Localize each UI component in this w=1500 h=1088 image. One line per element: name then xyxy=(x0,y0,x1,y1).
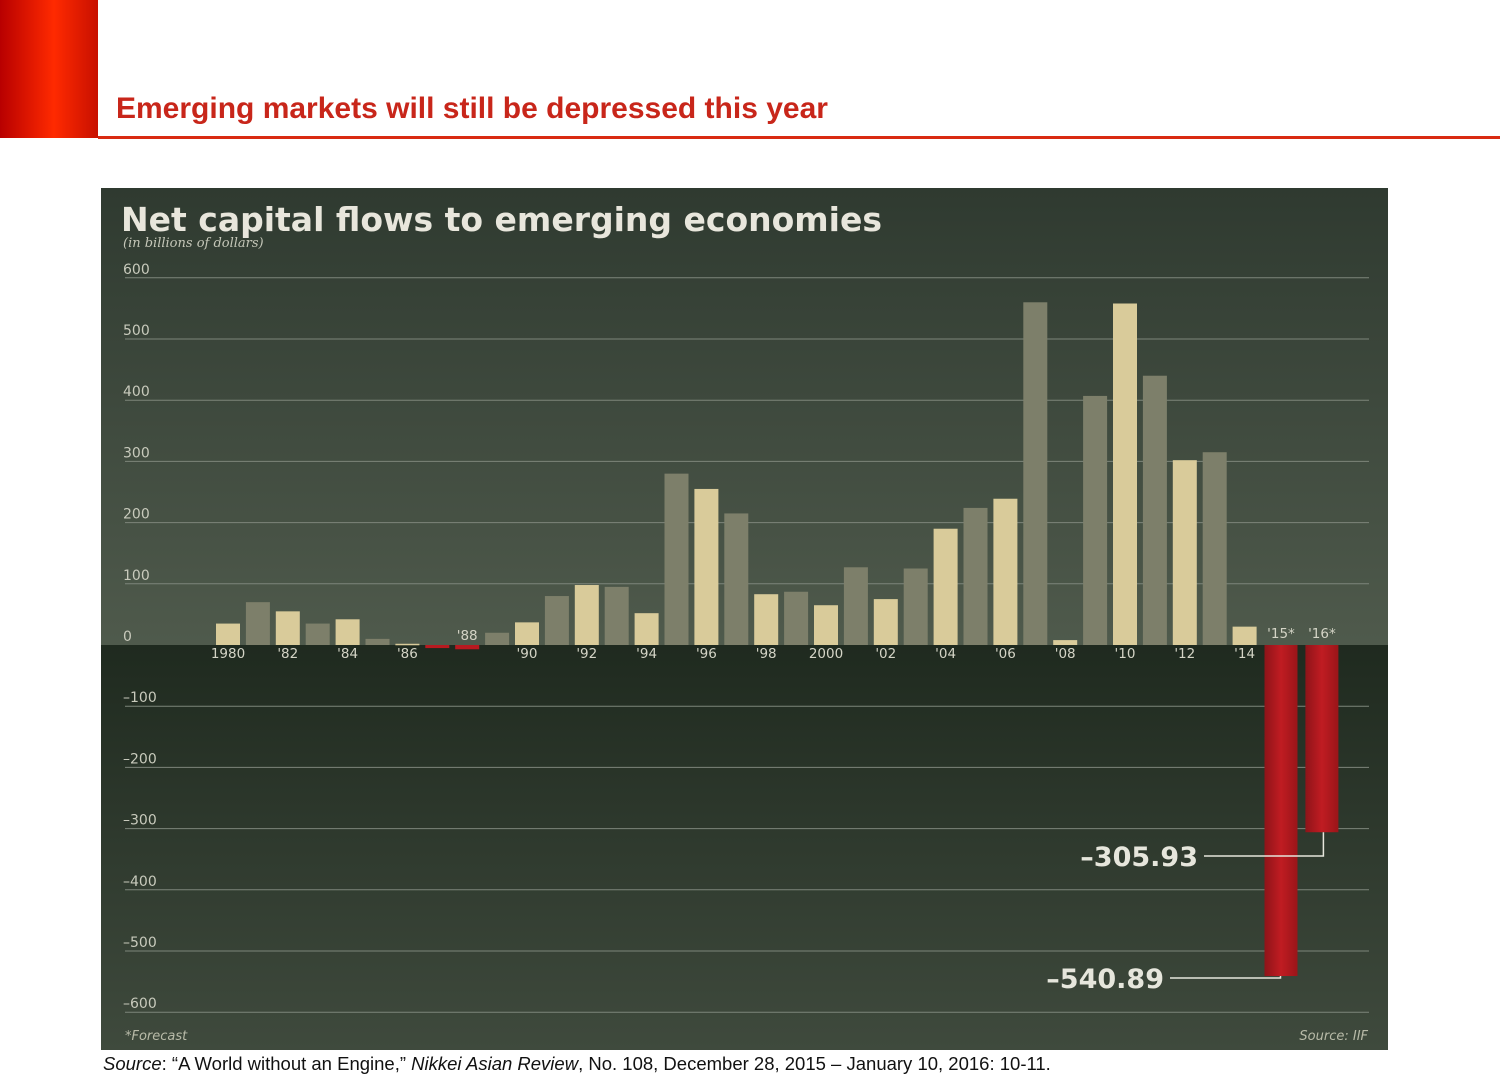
source-journal: Nikkei Asian Review xyxy=(411,1053,579,1074)
bar-1987 xyxy=(425,645,450,649)
bar-2016 xyxy=(1305,645,1339,833)
bar-chart: Net capital flows to emerging economies … xyxy=(101,188,1388,1050)
annotations: –305.93 –540.89 xyxy=(1046,832,1325,995)
bar-1994 xyxy=(634,613,659,645)
bar-1993 xyxy=(604,586,629,645)
y-tick-label: –500 xyxy=(123,935,157,951)
chart-subtitle: (in billions of dollars) xyxy=(123,236,264,251)
x-tick-label: '12 xyxy=(1174,646,1195,662)
slide-title: Emerging markets will still be depressed… xyxy=(116,92,828,125)
source-text-2: , No. 108, December 28, 2015 – January 1… xyxy=(578,1053,1051,1074)
annotation-label: –305.93 xyxy=(1080,842,1198,873)
y-tick-label: –100 xyxy=(123,690,157,706)
chart-canvas: Net capital flows to emerging economies … xyxy=(101,188,1388,1050)
header-accent-bar xyxy=(0,0,98,138)
bar-2011 xyxy=(1142,375,1167,645)
x-tick-label: '84 xyxy=(337,646,358,662)
x-tick-label: 2000 xyxy=(809,646,843,662)
bar-2015 xyxy=(1264,645,1298,977)
bar-1983 xyxy=(305,623,330,645)
x-tick-label: '82 xyxy=(277,646,298,662)
y-tick-label: 0 xyxy=(123,629,132,645)
x-tick-label: '04 xyxy=(935,646,956,662)
y-axis-labels: 600 500 400 300 200 100 0 –100 –200 –300 –400 –500 –… xyxy=(123,262,157,1012)
x-tick-label: '08 xyxy=(1055,646,1076,662)
bar-1998 xyxy=(754,594,779,645)
source-text-1: : “A World without an Engine,” xyxy=(161,1053,412,1074)
bar-1988 xyxy=(455,645,480,650)
bar-1984 xyxy=(335,619,360,645)
y-tick-label: –400 xyxy=(123,874,157,890)
bar-1982 xyxy=(275,611,300,645)
x-tick-label: '10 xyxy=(1115,646,1136,662)
bar-2006 xyxy=(993,498,1018,645)
bar-2013 xyxy=(1202,452,1227,645)
y-tick-label: 400 xyxy=(123,384,150,400)
source-label: Source xyxy=(103,1053,162,1074)
x-tick-label: '02 xyxy=(875,646,896,662)
y-tick-label: 100 xyxy=(123,568,150,584)
y-tick-label: –200 xyxy=(123,751,157,767)
chart-background-bottom xyxy=(101,645,1388,1050)
x-tick-label: '86 xyxy=(397,646,418,662)
bar-2005 xyxy=(963,507,988,645)
y-tick-label: 200 xyxy=(123,507,150,523)
bar-2004 xyxy=(933,528,958,645)
title-divider xyxy=(98,136,1500,139)
y-tick-label: 300 xyxy=(123,445,150,461)
bar-1985 xyxy=(365,638,390,645)
x-axis-labels: 1980 '82 '84 '86 '88 '90 '92 '94 '96 '98 2000 '02 '0… xyxy=(211,626,1336,662)
forecast-footnote: *Forecast xyxy=(125,1029,188,1044)
bar-1996 xyxy=(694,488,719,645)
x-tick-label: '90 xyxy=(517,646,538,662)
y-tick-label: 600 xyxy=(123,262,150,278)
bar-2000 xyxy=(814,605,838,645)
bar-1990 xyxy=(515,622,539,645)
annotation-leader xyxy=(1170,976,1282,979)
source-citation: Source: “A World without an Engine,” Nik… xyxy=(103,1053,1051,1075)
bar-2002 xyxy=(873,599,898,645)
bar-2003 xyxy=(903,568,928,645)
bars xyxy=(216,302,1339,977)
bar-1991 xyxy=(544,596,569,645)
y-tick-label: –300 xyxy=(123,813,157,829)
x-tick-label: '16* xyxy=(1308,626,1336,642)
bar-1997 xyxy=(724,513,749,645)
bar-1992 xyxy=(574,585,599,645)
bar-2014 xyxy=(1232,626,1257,645)
bar-1999 xyxy=(784,591,809,645)
chart-credit: Source: IIF xyxy=(1299,1029,1368,1044)
bar-2001 xyxy=(843,567,868,645)
bar-2010 xyxy=(1113,303,1137,645)
bar-1980 xyxy=(216,623,240,645)
chart-title: Net capital flows to emerging economies xyxy=(121,200,882,239)
x-tick-label: '94 xyxy=(636,646,657,662)
bar-2008 xyxy=(1053,640,1078,645)
x-tick-label: 1980 xyxy=(211,646,245,662)
x-tick-label: '98 xyxy=(756,646,777,662)
bar-2007 xyxy=(1023,302,1048,645)
annotation-label: –540.89 xyxy=(1046,964,1164,995)
bar-1995 xyxy=(664,473,689,645)
x-tick-label: '88 xyxy=(457,628,478,644)
bar-2009 xyxy=(1083,395,1108,645)
annotation-leader xyxy=(1204,832,1325,857)
y-tick-label: 500 xyxy=(123,323,150,339)
x-tick-label: '92 xyxy=(576,646,597,662)
x-tick-label: '96 xyxy=(696,646,717,662)
bar-1986 xyxy=(395,643,420,646)
bar-1981 xyxy=(245,602,270,645)
x-tick-label: '15* xyxy=(1267,626,1295,642)
x-tick-label: '06 xyxy=(995,646,1016,662)
bar-1989 xyxy=(485,632,510,645)
y-tick-label: –600 xyxy=(123,996,157,1012)
bar-2012 xyxy=(1172,460,1197,645)
x-tick-label: '14 xyxy=(1234,646,1255,662)
